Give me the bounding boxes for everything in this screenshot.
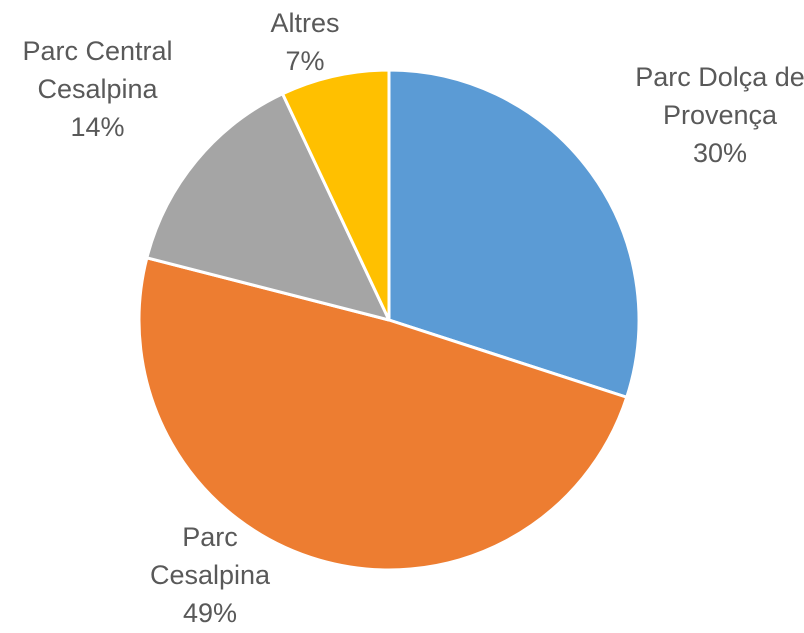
slice-label: Parc Dolça de Provença 30%	[600, 58, 804, 172]
category-label: Parc Central Cesalpina	[22, 36, 173, 104]
slice-label: Parc Central Cesalpina 14%	[0, 32, 200, 146]
value-label: 49%	[182, 598, 238, 628]
value-label: 30%	[692, 138, 748, 168]
pie-slice	[137, 256, 629, 572]
pie-slice	[281, 68, 391, 322]
category-label: Altres	[270, 8, 340, 38]
slice-label: Altres 7%	[245, 4, 365, 80]
value-label: 7%	[285, 46, 325, 76]
category-label: Parc Cesalpina	[149, 522, 271, 590]
pie-slice	[387, 68, 641, 399]
slice-label: Parc Cesalpina 49%	[100, 518, 320, 632]
value-label: 14%	[70, 112, 125, 142]
category-label: Parc Dolça de Provença	[635, 62, 804, 130]
pie-slice	[145, 92, 391, 322]
